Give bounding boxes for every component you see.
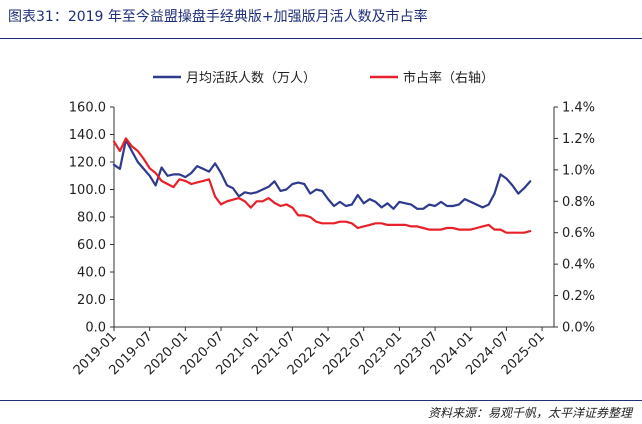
right-tick-label: 1.0% (562, 163, 595, 178)
top-divider (0, 38, 642, 39)
left-tick-label: 60.0 (77, 238, 106, 253)
left-tick-label: 160.0 (69, 101, 106, 116)
series-lines (112, 137, 532, 234)
bottom-divider (0, 400, 642, 401)
right-tick-label: 0.8% (562, 195, 595, 210)
axes: 0.0 20.0 40.0 60.0 80.0 100.0 120.0 140.0 160.0 0… (69, 101, 595, 379)
left-tick-label: 0.0 (85, 321, 106, 336)
left-tick-label: 120.0 (69, 156, 106, 171)
legend: 月均活跃人数（万人） 市占率（右轴） (153, 70, 494, 86)
legend-label-mau: 月均活跃人数（万人） (186, 71, 316, 86)
chart: 月均活跃人数（万人） 市占率（右轴） 0.0 20.0 40.0 60.0 80.0 100… (69, 70, 595, 379)
chart-title: 图表31：2019 年至今益盟操盘手经典版+加强版月活人数及市占率 (8, 9, 428, 25)
right-tick-label: 0.4% (562, 258, 595, 273)
series-line-market-share (112, 137, 532, 234)
legend-label-market-share: 市占率（右轴） (403, 70, 494, 86)
right-tick-label: 0.0% (562, 321, 595, 336)
right-tick-label: 1.2% (562, 132, 595, 147)
left-tick-label: 140.0 (69, 128, 106, 143)
left-tick-label: 20.0 (77, 293, 106, 308)
left-tick-label: 100.0 (69, 183, 106, 198)
right-tick-label: 0.6% (562, 226, 595, 241)
left-tick-label: 40.0 (77, 266, 106, 281)
right-tick-label: 0.2% (562, 289, 595, 304)
right-tick-label: 1.4% (562, 101, 595, 116)
left-tick-label: 80.0 (77, 211, 106, 226)
series-line-mau (112, 138, 532, 210)
source-note: 资料来源：易观千帆，太平洋证券整理 (427, 406, 632, 420)
